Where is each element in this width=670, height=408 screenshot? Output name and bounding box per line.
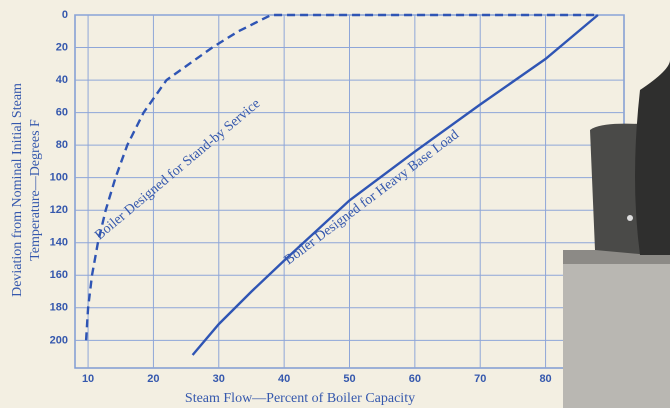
y-tick-label: 80	[56, 139, 68, 151]
y-axis-label: Deviation from Nominal Initial Steam	[10, 83, 25, 297]
x-tick-label: 80	[539, 373, 551, 385]
chart: Steam Flow—Percent of Boiler Capacity De…	[0, 0, 670, 408]
y-tick-label: 40	[56, 74, 68, 86]
y-tick-label: 140	[50, 237, 68, 249]
x-tick-label: 10	[82, 373, 94, 385]
y-tick-label: 60	[56, 107, 68, 119]
y-tick-label: 160	[50, 269, 68, 281]
x-tick-label: 50	[343, 373, 355, 385]
y-tick-label: 20	[56, 41, 68, 53]
y-tick-label: 180	[50, 302, 68, 314]
y-tick-label: 100	[50, 172, 68, 184]
machine-base	[563, 250, 670, 408]
y-tick-label: 200	[50, 334, 68, 346]
x-tick-label: 40	[278, 373, 290, 385]
y-tick-label: 120	[50, 204, 68, 216]
x-tick-label: 20	[147, 373, 159, 385]
x-tick-label: 30	[213, 373, 225, 385]
x-tick-label: 70	[474, 373, 486, 385]
bolt	[627, 215, 633, 221]
x-tick-label: 60	[409, 373, 421, 385]
y-axis-label: Temperature—Degrees F	[28, 119, 43, 261]
y-tick-label: 0	[62, 9, 68, 21]
x-axis-label: Steam Flow—Percent of Boiler Capacity	[185, 391, 415, 406]
